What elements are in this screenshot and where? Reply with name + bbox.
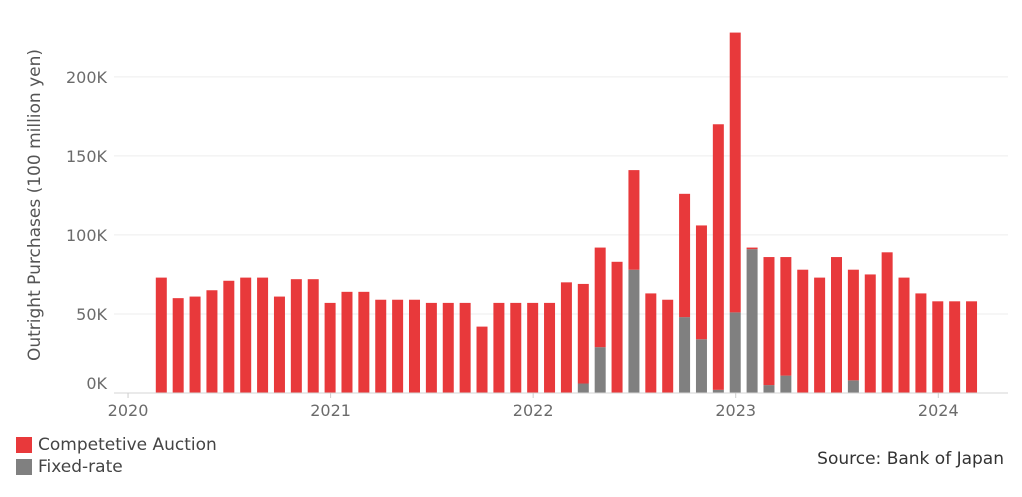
bar-fixed-rate [577, 383, 589, 393]
bar-competitive-auction [527, 302, 539, 393]
bar-competitive-auction [932, 301, 944, 393]
bars [155, 32, 978, 393]
bar-competitive-auction [375, 299, 387, 393]
bar-competitive-auction [881, 252, 893, 393]
bar-competitive-auction [290, 279, 302, 393]
legend: Competetive Auction Fixed-rate [16, 434, 217, 478]
bar-competitive-auction [864, 274, 876, 393]
bar-competitive-auction [814, 277, 826, 393]
bar-competitive-auction [695, 225, 707, 340]
bar-fixed-rate [695, 339, 707, 393]
bar-fixed-rate [679, 317, 691, 393]
bar-fixed-rate [763, 385, 775, 393]
y-tick-label: 100K [66, 226, 108, 245]
source-note: Source: Bank of Japan [817, 449, 1004, 469]
bar-competitive-auction [949, 301, 961, 393]
y-tick-label: 150K [66, 147, 108, 166]
bar-competitive-auction [273, 296, 285, 393]
bar-competitive-auction [206, 290, 218, 393]
bar-competitive-auction [847, 269, 859, 381]
chart: 0K 50K 100K 150K 200K 2020 2021 2022 2023 2024 O… [25, 32, 1008, 420]
bar-competitive-auction [510, 302, 522, 393]
legend-item-auction: Competetive Auction [16, 434, 217, 456]
bar-competitive-auction [189, 296, 201, 393]
bar-fixed-rate [746, 249, 758, 393]
bar-competitive-auction [662, 299, 674, 393]
bar-competitive-auction [493, 302, 505, 393]
bar-competitive-auction [560, 282, 572, 393]
bar-competitive-auction [746, 247, 758, 250]
bar-competitive-auction [341, 291, 353, 393]
y-tick-label: 0K [86, 374, 107, 393]
bar-competitive-auction [307, 279, 319, 393]
bar-competitive-auction [544, 302, 556, 393]
bar-competitive-auction [442, 302, 454, 393]
bar-competitive-auction [763, 257, 775, 386]
bar-competitive-auction [459, 302, 471, 393]
bar-fixed-rate [847, 380, 859, 393]
y-tick-label: 50K [76, 305, 107, 324]
bar-competitive-auction [223, 280, 235, 393]
legend-swatch-auction [16, 437, 32, 453]
bar-competitive-auction [729, 32, 741, 313]
bar-competitive-auction [915, 293, 927, 393]
bar-competitive-auction [324, 302, 336, 393]
bar-fixed-rate [594, 347, 606, 393]
bar-competitive-auction [425, 302, 437, 393]
x-tick-label: 2024 [918, 401, 959, 420]
bar-competitive-auction [594, 247, 606, 348]
bar-competitive-auction [712, 124, 724, 390]
bar-fixed-rate [780, 375, 792, 393]
bar-competitive-auction [155, 277, 167, 393]
bar-competitive-auction [645, 293, 657, 393]
bar-competitive-auction [476, 326, 488, 393]
bar-competitive-auction [392, 299, 404, 393]
bar-competitive-auction [831, 257, 842, 393]
legend-swatch-fixed [16, 459, 32, 475]
bar-fixed-rate [729, 312, 741, 393]
bar-competitive-auction [577, 283, 589, 384]
y-axis-ticks: 0K 50K 100K 150K 200K [66, 68, 108, 393]
x-axis-ticks: 2020 2021 2022 2023 2024 [108, 393, 959, 420]
y-tick-label: 200K [66, 68, 108, 87]
bar-competitive-auction [257, 277, 269, 393]
bar-competitive-auction [679, 193, 691, 318]
bar-competitive-auction [780, 257, 792, 376]
legend-label-auction: Competetive Auction [38, 435, 217, 455]
bar-competitive-auction [358, 291, 370, 393]
x-tick-label: 2021 [310, 401, 351, 420]
bar-competitive-auction [409, 299, 420, 393]
bar-competitive-auction [628, 170, 640, 270]
x-tick-label: 2023 [715, 401, 756, 420]
bar-competitive-auction [240, 277, 252, 393]
bar-competitive-auction [898, 277, 910, 393]
bar-fixed-rate [628, 269, 640, 393]
x-tick-label: 2020 [108, 401, 149, 420]
bar-competitive-auction [611, 261, 623, 393]
legend-label-fixed: Fixed-rate [38, 457, 123, 477]
bar-competitive-auction [172, 298, 184, 393]
legend-item-fixed: Fixed-rate [16, 456, 217, 478]
bar-fixed-rate [712, 389, 724, 393]
bar-competitive-auction [966, 301, 978, 393]
y-axis-label: Outright Purchases (100 million yen) [25, 49, 45, 361]
x-tick-label: 2022 [513, 401, 554, 420]
bar-competitive-auction [797, 269, 809, 393]
